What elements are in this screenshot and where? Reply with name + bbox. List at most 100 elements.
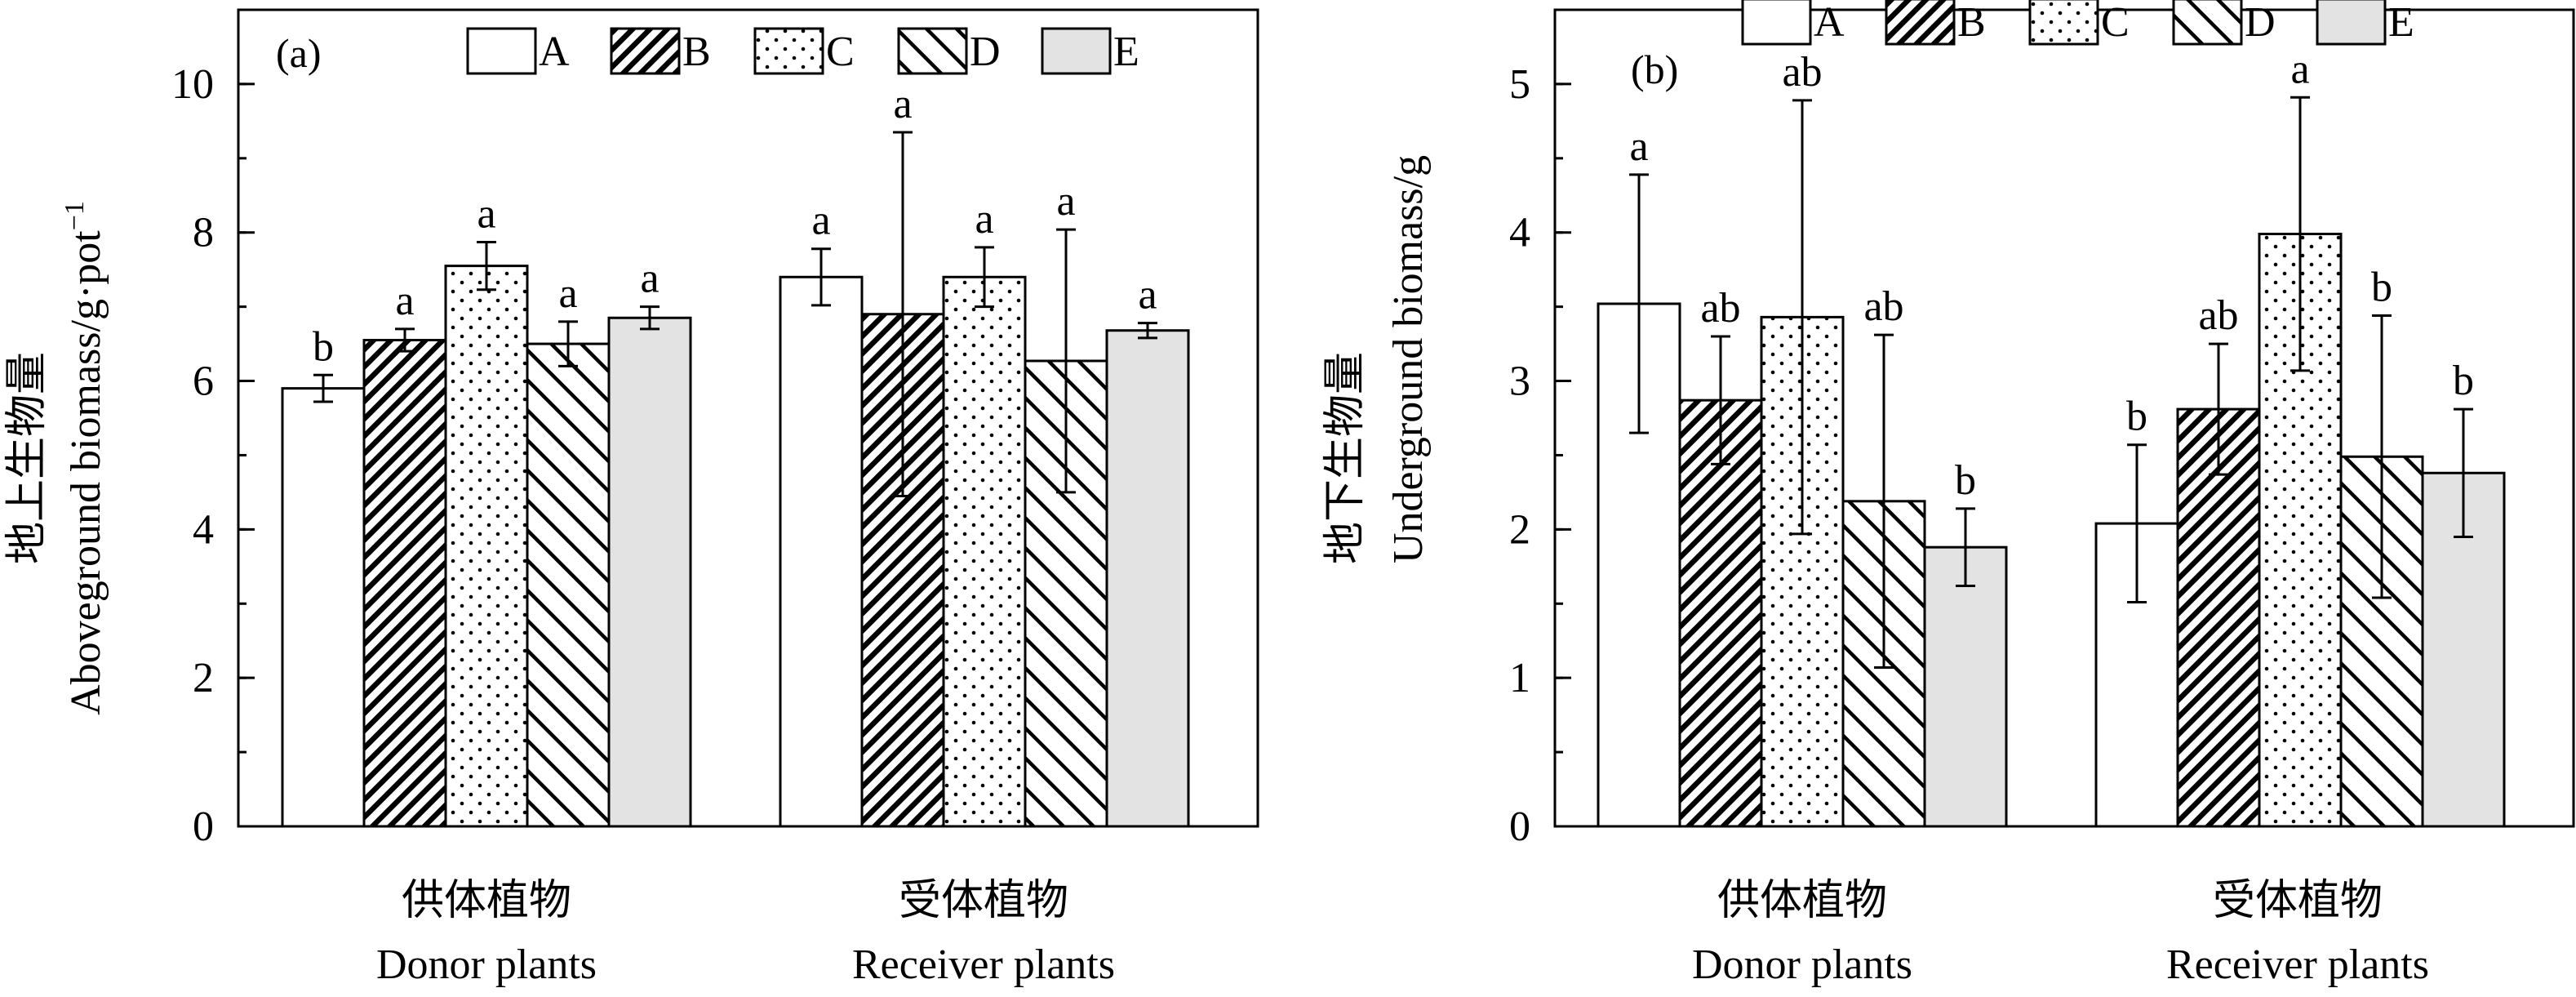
y-axis-label-en-b: Underground biomass/g: [1385, 155, 1432, 563]
legend-label-c: C: [2101, 0, 2130, 46]
legend-b: A B C D E: [1741, 0, 2414, 46]
bar-c-group2: [942, 275, 1027, 828]
group-label-en-receiver-b: Receiver plants: [2166, 941, 2429, 988]
y-axis-label-en-a-text: Aboveground biomass/g·pot: [63, 230, 109, 715]
significance-letter: b: [2126, 394, 2147, 440]
legend-label-e: E: [1113, 29, 1139, 75]
y-tick-label: 4: [193, 506, 214, 553]
panel-label-b: (b): [1631, 47, 1678, 92]
legend-label-b: B: [1957, 0, 1986, 46]
legend-swatch-d: [2172, 0, 2243, 46]
legend-label-d: D: [970, 29, 1001, 75]
group-label-cn-donor-b: 供体植物: [1717, 878, 1887, 924]
significance-letter: a: [558, 270, 577, 317]
error-bar: [558, 320, 578, 367]
y-axis-label-cn-b: 地下生物量: [1322, 352, 1369, 564]
y-tick-label: 3: [1509, 358, 1530, 405]
error-bar: [313, 373, 333, 403]
error-bar: [1956, 507, 1975, 587]
error-bar: [1874, 333, 1894, 669]
legend-label-c: C: [826, 29, 855, 75]
bar-e-group1: [607, 316, 692, 828]
bar-a-group2: [779, 275, 864, 828]
plot-area-a: b a a a a a a a a a 0 2 4 6 8 10: [171, 8, 1259, 850]
y-tick-label: 8: [193, 210, 214, 256]
significance-letter: b: [1955, 457, 1976, 504]
significance-letter: b: [2453, 358, 2474, 404]
y-tick-label: 0: [193, 803, 214, 850]
error-bar: [640, 305, 660, 331]
group-label-cn-receiver-b: 受体植物: [2213, 878, 2383, 924]
significance-letter: a: [893, 81, 912, 127]
y-axis-label-sup-a: −1: [60, 201, 90, 230]
bar-a-group1: [281, 387, 366, 828]
significance-letter: b: [2371, 265, 2392, 311]
error-bar: [2209, 342, 2228, 476]
group-label-cn-donor-a: 供体植物: [402, 878, 571, 924]
y-tick-label: 1: [1509, 655, 1530, 701]
significance-letter: ab: [2198, 292, 2238, 339]
group-label-en-receiver-a: Receiver plants: [852, 941, 1115, 988]
legend-swatch-e: [2316, 0, 2387, 46]
significance-letter: ab: [1863, 283, 1903, 330]
legend-swatch-d: [897, 27, 968, 75]
significance-letter: b: [313, 323, 334, 370]
legend-swatch-c: [753, 27, 824, 75]
plot-frame: [237, 8, 1259, 828]
error-bar: [893, 131, 913, 497]
significance-letter: a: [811, 198, 830, 244]
significance-letter: a: [640, 256, 659, 302]
y-tick-label: 2: [1509, 506, 1530, 553]
significance-letter: a: [395, 278, 414, 324]
error-bar: [811, 247, 831, 307]
error-bar: [2454, 407, 2473, 538]
significance-letter: a: [1056, 178, 1075, 225]
legend-label-b: B: [682, 29, 711, 75]
group-label-en-donor-b: Donor plants: [1692, 941, 1912, 988]
significance-letter: a: [2290, 46, 2309, 92]
significance-letter: a: [477, 191, 495, 238]
error-bar: [477, 241, 496, 292]
legend-label-e: E: [2388, 0, 2414, 46]
bar-b-group2: [2176, 407, 2261, 828]
legend-swatch-b: [610, 27, 681, 75]
error-bar: [2127, 443, 2147, 603]
error-bar: [395, 327, 415, 353]
error-bar: [975, 246, 994, 309]
y-tick-label: 4: [1509, 210, 1530, 256]
bar-c-group1: [444, 265, 529, 828]
significance-letter: a: [975, 196, 993, 243]
y-tick-label: 10: [171, 61, 214, 108]
error-bar: [1792, 99, 1812, 536]
bar-b-group1: [362, 339, 447, 828]
legend-label-a: A: [539, 29, 570, 75]
significance-letter: ab: [1700, 285, 1740, 332]
error-bar: [1711, 335, 1730, 465]
y-tick-label: 5: [1509, 61, 1530, 108]
legend-label-a: A: [1814, 0, 1845, 46]
legend-swatch-e: [1041, 27, 1112, 75]
legend-swatch-a: [1741, 0, 1812, 46]
y-tick-label: 0: [1509, 803, 1530, 850]
bar-e-group1: [1923, 545, 2008, 828]
legend-a: A B C D E: [466, 27, 1139, 75]
y-axis-label-cn-a: 地上生物量: [4, 352, 51, 564]
error-bar: [2290, 96, 2310, 372]
error-bar: [2372, 314, 2392, 599]
y-axis-label-en-a: Aboveground biomass/g·pot−1: [60, 201, 109, 715]
error-bar: [1629, 173, 1649, 434]
legend-swatch-c: [2028, 0, 2099, 46]
group-label-cn-receiver-a: 受体植物: [899, 878, 1068, 924]
legend-swatch-a: [466, 27, 537, 75]
significance-letter: a: [1138, 272, 1157, 318]
panel-label-a: (a): [276, 30, 322, 76]
group-label-en-donor-a: Donor plants: [376, 941, 597, 988]
y-tick-label: 2: [193, 655, 214, 701]
error-bar: [1056, 228, 1076, 494]
significance-letter: ab: [1782, 49, 1822, 96]
legend-label-d: D: [2245, 0, 2276, 46]
error-bar: [1138, 322, 1157, 340]
